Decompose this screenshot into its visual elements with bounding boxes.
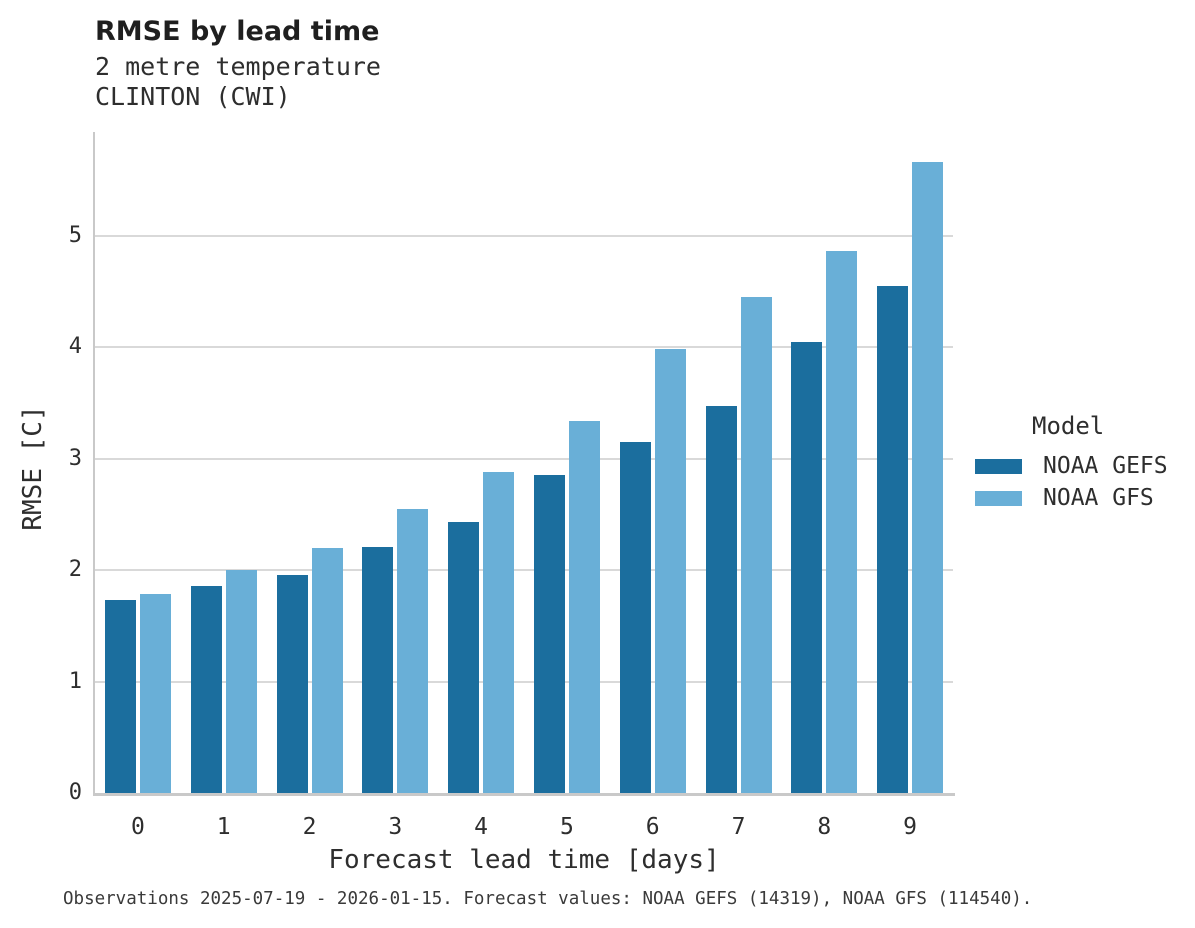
bar-noaa-gefs-lead-3 [362,546,394,793]
bar-noaa-gfs-lead-0 [139,593,171,793]
gridline-y-3 [95,457,953,460]
bar-noaa-gfs-lead-6 [654,349,686,793]
bar-noaa-gefs-lead-7 [705,406,737,793]
x-tick-label-1: 1 [216,814,231,840]
legend-swatch-icon [975,458,1022,474]
legend-item-noaa-gefs: NOAA GEFS [975,453,1168,479]
bar-noaa-gefs-lead-4 [448,522,480,793]
gridline-y-5 [95,234,953,237]
legend-items: NOAA GEFS NOAA GFS [975,453,1168,511]
chart-title: RMSE by lead time [95,16,380,47]
x-tick-label-8: 8 [817,814,832,840]
legend-title: Model [1032,412,1105,440]
y-axis-spine [93,132,95,795]
legend-label: NOAA GEFS [1043,453,1168,479]
bar-noaa-gefs-lead-8 [791,341,823,793]
x-tick-label-6: 6 [645,814,660,840]
bar-noaa-gfs-lead-5 [568,420,600,793]
bar-noaa-gfs-lead-8 [826,251,858,793]
bar-noaa-gefs-lead-6 [619,441,651,793]
x-tick-label-9: 9 [903,814,918,840]
bar-noaa-gfs-lead-4 [483,472,515,793]
bar-noaa-gefs-lead-2 [276,574,308,793]
gridline-y-1 [95,680,953,683]
bar-noaa-gefs-lead-9 [877,285,909,793]
x-tick-label-3: 3 [388,814,403,840]
y-tick-label-0: 0 [68,780,82,805]
gridline-y-2 [95,569,953,572]
legend-swatch-icon [975,490,1022,506]
y-tick-label-3: 3 [68,445,82,471]
chart-subtitle-station: CLINTON (CWI) [95,82,291,111]
legend-label: NOAA GFS [1043,485,1154,511]
x-tick-label-7: 7 [731,814,746,840]
x-tick-label-4: 4 [474,814,489,840]
bar-noaa-gefs-lead-1 [190,585,222,793]
y-tick-label-1: 1 [68,668,82,694]
legend: Model NOAA GEFS NOAA GFS [975,412,1168,518]
x-axis-label: Forecast lead time [days] [328,845,720,875]
bar-noaa-gfs-lead-1 [225,570,257,793]
bar-noaa-gfs-lead-9 [912,162,944,793]
x-axis-spine [93,793,955,796]
x-tick-label-2: 2 [302,814,317,840]
plot-area [95,132,953,793]
y-tick-label-2: 2 [68,557,82,583]
bar-noaa-gfs-lead-2 [311,547,343,793]
bar-noaa-gfs-lead-3 [397,508,429,793]
chart-subtitle-variable: 2 metre temperature [95,52,381,81]
x-tick-label-5: 5 [559,814,574,840]
x-tick-label-0: 0 [130,814,145,840]
bar-noaa-gefs-lead-0 [104,600,136,793]
footer-note: Observations 2025-07-19 - 2026-01-15. Fo… [63,889,1033,909]
legend-item-noaa-gfs: NOAA GFS [975,485,1168,511]
bar-noaa-gefs-lead-5 [533,475,565,793]
gridline-y-4 [95,346,953,349]
y-tick-label-4: 4 [68,334,82,360]
bar-noaa-gfs-lead-7 [740,297,772,793]
y-tick-label-5: 5 [68,222,82,248]
